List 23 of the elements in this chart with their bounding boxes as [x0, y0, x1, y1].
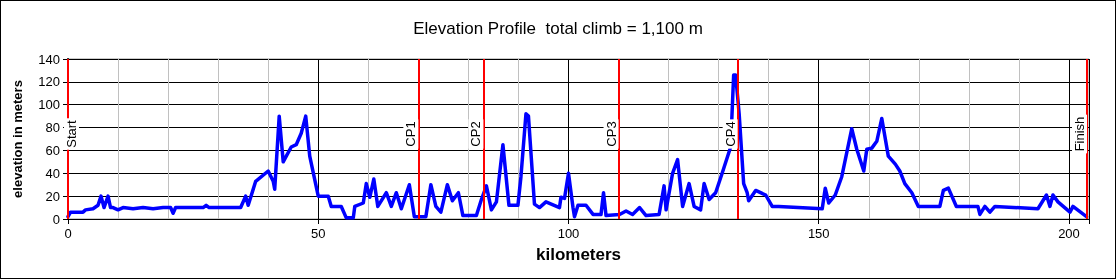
y-tick-label: 0: [52, 211, 60, 227]
x-tick-label: 100: [557, 226, 580, 241]
x-tick-label: 200: [1058, 226, 1080, 241]
y-tick-label: 40: [45, 165, 60, 181]
ref-line-label: Start: [64, 119, 79, 148]
x-tick-label: 150: [807, 226, 830, 241]
y-tick-label: 20: [45, 188, 60, 204]
line-series: [66, 73, 1089, 220]
y-tick-label: 80: [45, 120, 60, 136]
chart-title: Elevation Profile total climb = 1,100 m: [413, 19, 703, 38]
y-tick-label: 120: [38, 74, 60, 90]
ref-line-label: Finish: [1072, 116, 1087, 152]
y-axis-title: elevation in meters: [10, 80, 25, 198]
y-tick-label: 60: [45, 142, 60, 158]
x-tick-label: 0: [64, 226, 72, 241]
x-tick-label: 50: [311, 226, 326, 241]
ref-line-label: CP1: [403, 121, 419, 147]
ref-line-label: CP3: [603, 121, 619, 147]
ref-line-label: CP2: [468, 121, 484, 147]
x-axis-title: kilometers: [535, 245, 622, 264]
y-tick-label: 100: [38, 97, 60, 113]
ref-line-label: CP4: [722, 121, 738, 147]
y-tick-label: 140: [38, 51, 60, 67]
